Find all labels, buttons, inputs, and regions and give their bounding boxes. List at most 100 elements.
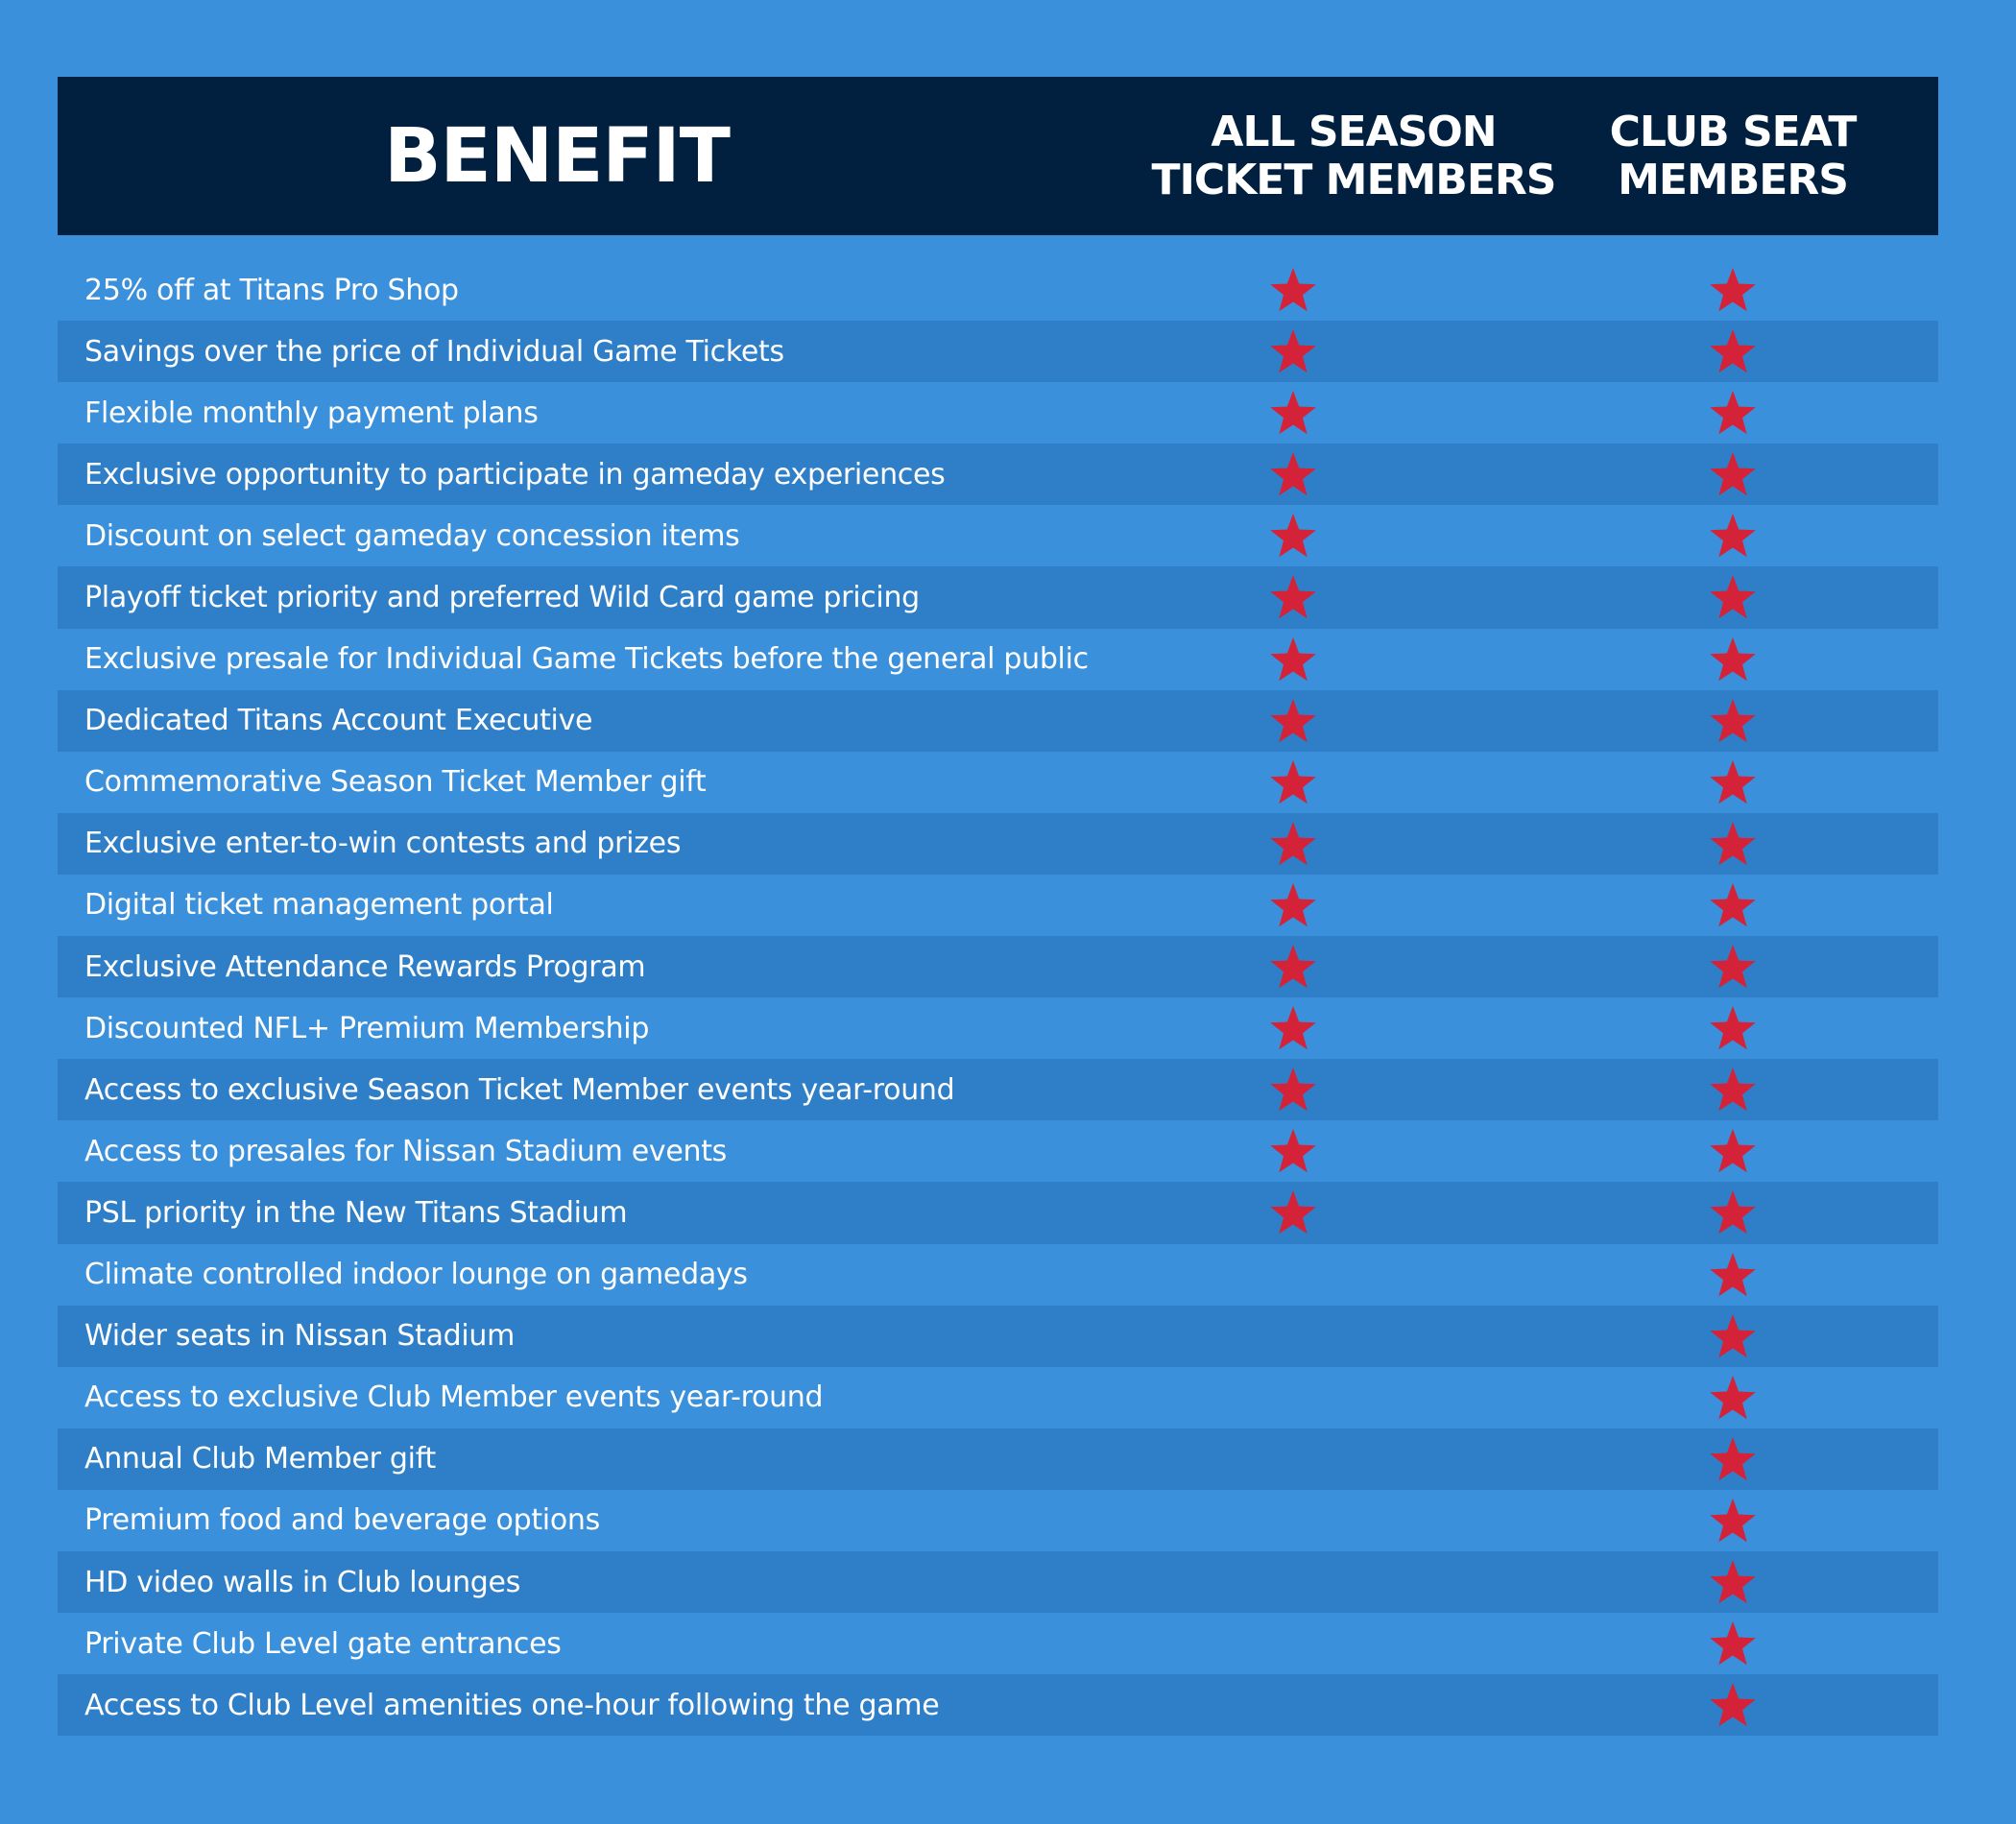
star-icon — [1710, 698, 1756, 742]
star — [1270, 1068, 1316, 1112]
table-row: Commemorative Season Ticket Member gift — [58, 752, 1938, 813]
table-row: Exclusive enter-to-win contests and priz… — [58, 812, 1938, 875]
star-icon — [1710, 882, 1756, 927]
benefit-text: HD video walls in Club lounges — [84, 1565, 521, 1599]
star — [1270, 759, 1316, 804]
star — [1270, 575, 1316, 619]
star — [1710, 268, 1756, 312]
star-icon — [1270, 1129, 1316, 1173]
star — [1710, 575, 1756, 619]
table-row: HD video walls in Club lounges — [58, 1550, 1938, 1614]
star — [1270, 1190, 1316, 1235]
star — [1270, 514, 1316, 558]
star — [1710, 698, 1756, 742]
table-header: BENEFIT ALL SEASON TICKET MEMBERS CLUB S… — [58, 77, 1938, 235]
benefit-text: Flexible monthly payment plans — [84, 396, 539, 430]
table-row: Premium food and beverage options — [58, 1490, 1938, 1551]
star — [1710, 329, 1756, 373]
benefit-text: Savings over the price of Individual Gam… — [84, 334, 784, 369]
table-body: 25% off at Titans Pro Shop Savings over t… — [58, 259, 1938, 1737]
table-row: Climate controlled indoor lounge on game… — [58, 1244, 1938, 1306]
star-icon — [1710, 268, 1756, 312]
star — [1270, 268, 1316, 312]
star — [1710, 945, 1756, 989]
star-icon — [1270, 514, 1316, 558]
star — [1270, 698, 1316, 742]
benefit-text: Access to Club Level amenities one-hour … — [84, 1688, 940, 1722]
star — [1270, 821, 1316, 866]
star — [1710, 1252, 1756, 1296]
star — [1710, 391, 1756, 435]
star-icon — [1270, 821, 1316, 866]
table-row: Playoff ticket priority and preferred Wi… — [58, 566, 1938, 629]
benefit-text: 25% off at Titans Pro Shop — [84, 273, 459, 307]
star — [1270, 945, 1316, 989]
star — [1710, 1068, 1756, 1112]
table-row: Annual Club Member gift — [58, 1428, 1938, 1490]
benefit-text: Discount on select gameday concession it… — [84, 518, 740, 553]
star — [1710, 821, 1756, 866]
header-season: ALL SEASON TICKET MEMBERS — [1151, 107, 1557, 204]
benefit-text: Access to exclusive Club Member events y… — [84, 1380, 824, 1415]
table-row: Flexible monthly payment plans — [58, 382, 1938, 444]
star — [1270, 452, 1316, 496]
star — [1710, 1621, 1756, 1666]
star-icon — [1710, 1621, 1756, 1666]
benefit-text: Digital ticket management portal — [84, 888, 554, 923]
star-icon — [1270, 759, 1316, 804]
star-icon — [1710, 1313, 1756, 1357]
star — [1710, 1129, 1756, 1173]
star-icon — [1710, 514, 1756, 558]
star — [1270, 636, 1316, 681]
table-row: Savings over the price of Individual Gam… — [58, 321, 1938, 383]
table-row: 25% off at Titans Pro Shop — [58, 259, 1938, 321]
star — [1710, 1436, 1756, 1481]
star — [1710, 636, 1756, 681]
table-row: Access to Club Level amenities one-hour … — [58, 1674, 1938, 1737]
table-row: Digital ticket management portal — [58, 875, 1938, 936]
star-icon — [1710, 1006, 1756, 1050]
table-row: Wider seats in Nissan Stadium — [58, 1305, 1938, 1367]
star — [1710, 1313, 1756, 1357]
star — [1270, 1006, 1316, 1050]
star-icon — [1270, 882, 1316, 927]
star — [1710, 1683, 1756, 1727]
star-icon — [1270, 268, 1316, 312]
star-icon — [1270, 452, 1316, 496]
star-icon — [1710, 1436, 1756, 1481]
star-icon — [1710, 1129, 1756, 1173]
star-icon — [1270, 945, 1316, 989]
benefit-text: Dedicated Titans Account Executive — [84, 704, 593, 738]
benefit-text: Private Club Level gate entrances — [84, 1626, 562, 1661]
star — [1710, 1559, 1756, 1604]
star-icon — [1710, 1375, 1756, 1419]
benefit-text: Commemorative Season Ticket Member gift — [84, 765, 707, 800]
star-icon — [1710, 759, 1756, 804]
star-icon — [1710, 391, 1756, 435]
table-row: Discounted NFL+ Premium Membership — [58, 997, 1938, 1059]
benefit-text: Annual Club Member gift — [84, 1442, 436, 1476]
benefit-text: Exclusive enter-to-win contests and priz… — [84, 827, 682, 861]
star — [1710, 1498, 1756, 1543]
benefit-text: Wider seats in Nissan Stadium — [84, 1319, 516, 1354]
table-row: Discount on select gameday concession it… — [58, 505, 1938, 566]
table-row: PSL priority in the New Titans Stadium — [58, 1182, 1938, 1244]
star-icon — [1710, 1068, 1756, 1112]
star-icon — [1710, 1683, 1756, 1727]
star-icon — [1270, 1190, 1316, 1235]
star-icon — [1270, 575, 1316, 619]
star — [1710, 1190, 1756, 1235]
star-icon — [1710, 945, 1756, 989]
benefit-text: Playoff ticket priority and preferred Wi… — [84, 581, 920, 615]
benefit-text: PSL priority in the New Titans Stadium — [84, 1195, 628, 1230]
benefit-text: Exclusive opportunity to participate in … — [84, 457, 946, 492]
star-icon — [1710, 1252, 1756, 1296]
benefit-text: Exclusive presale for Individual Game Ti… — [84, 642, 1089, 677]
star — [1710, 759, 1756, 804]
benefit-text: Climate controlled indoor lounge on game… — [84, 1258, 748, 1292]
benefit-text: Access to presales for Nissan Stadium ev… — [84, 1134, 728, 1168]
table-row: Exclusive presale for Individual Game Ti… — [58, 629, 1938, 690]
header-benefit: BENEFIT — [384, 112, 731, 200]
star — [1270, 882, 1316, 927]
